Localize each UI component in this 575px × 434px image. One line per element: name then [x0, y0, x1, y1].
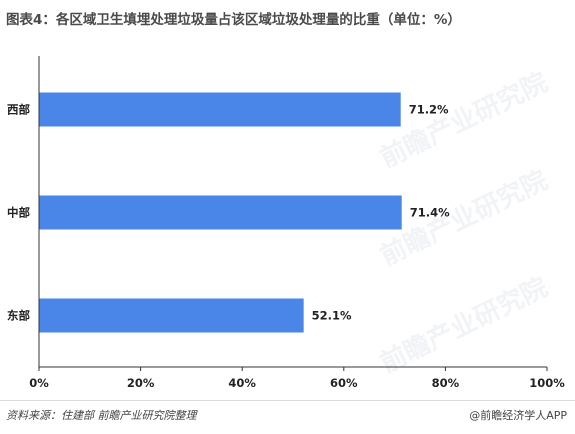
- source-note: 资料来源：住建部 前瞻产业研究院整理: [6, 409, 197, 422]
- bar-chart: 西部 71.2% 中部 71.4% 东部 52.1% 0% 20% 40% 60% 80% 100%: [7, 56, 565, 390]
- x-tick-label: 100%: [529, 376, 565, 390]
- category-label: 中部: [7, 206, 30, 220]
- brand-credit: @前瞻经济学人APP: [469, 409, 567, 422]
- x-tick-label: 60%: [330, 376, 358, 390]
- bar: [39, 195, 402, 230]
- bar: [39, 92, 401, 127]
- x-tick-label: 20%: [127, 376, 155, 390]
- value-label: 71.4%: [410, 206, 450, 220]
- category-label: 西部: [7, 103, 30, 117]
- x-tick-label: 40%: [228, 376, 256, 390]
- footer-divider: [0, 400, 575, 401]
- value-label: 71.2%: [409, 103, 449, 117]
- x-tick-label: 0%: [29, 376, 49, 390]
- chart-title: 图表4：各区域卫生填埋处理垃圾量占该区域垃圾处理量的比重（单位：%）: [6, 12, 461, 28]
- value-label: 52.1%: [312, 309, 352, 323]
- x-tick-label: 80%: [432, 376, 460, 390]
- bar: [39, 298, 304, 333]
- category-label: 东部: [7, 309, 30, 323]
